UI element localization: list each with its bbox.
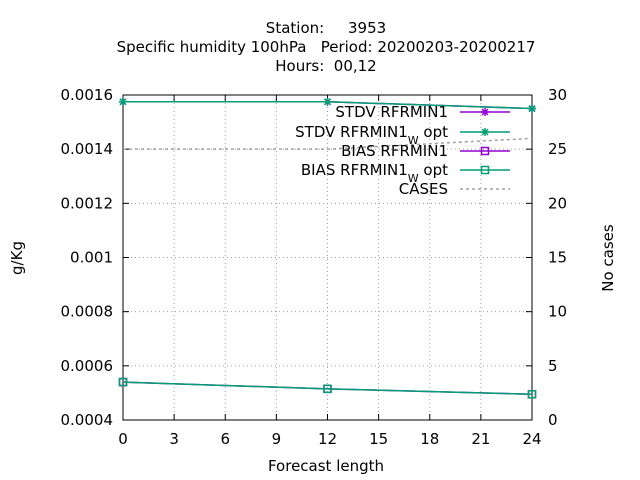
- series-layer: [118, 97, 537, 399]
- square-marker: [323, 384, 332, 394]
- square-marker: [480, 165, 490, 175]
- y2-tick-label: 10: [548, 303, 567, 321]
- chart-title-line-1: Station: 3953: [266, 19, 386, 37]
- square-marker: [118, 377, 128, 387]
- y-tick-label: 0.001: [70, 249, 113, 267]
- series-line-3: [122, 381, 533, 396]
- y2-tick-label: 20: [548, 194, 567, 212]
- legend-label-2: BIAS RFRMIN1: [341, 142, 448, 160]
- x-axis-label: Forecast length: [268, 457, 384, 475]
- x-tick-label: 15: [369, 430, 388, 448]
- y-tick-label: 0.0008: [61, 303, 114, 321]
- x-tick-label: 6: [220, 430, 230, 448]
- legend-label-0: STDV RFRMIN1: [335, 103, 448, 121]
- x-tick-label: 9: [272, 430, 282, 448]
- square-marker: [480, 146, 490, 156]
- y-tick-label: 0.0006: [61, 357, 114, 375]
- y2-tick-label: 30: [548, 86, 567, 104]
- star-marker: [481, 108, 489, 116]
- x-tick-label: 12: [318, 430, 337, 448]
- x-tick-label: 3: [169, 430, 179, 448]
- x-tick-label: 24: [522, 430, 541, 448]
- star-marker: [481, 128, 489, 136]
- x-tick-label: 18: [420, 430, 439, 448]
- y2-tick-label: 5: [548, 357, 558, 375]
- x-tick-label: 0: [118, 430, 128, 448]
- y-axis-label: g/Kg: [8, 241, 26, 275]
- star-marker: [119, 97, 127, 106]
- x-tick-label: 21: [471, 430, 490, 448]
- chart-title-line-3: Hours: 00,12: [275, 57, 376, 75]
- y-tick-label: 0.0004: [61, 411, 114, 429]
- square-marker: [527, 390, 537, 399]
- y-tick-label: 0.0014: [61, 140, 114, 158]
- y2-tick-label: 25: [548, 140, 567, 158]
- y-tick-label: 0.0016: [61, 86, 114, 104]
- axis-ticks: 0 3 6 9 12 15 18 21 24 0.0004 0.0006 0.0008 0.001 0.0…: [61, 86, 568, 448]
- grid: [123, 95, 532, 420]
- star-marker: [528, 104, 536, 113]
- star-marker: [323, 97, 332, 106]
- legend-label-4: CASES: [399, 180, 448, 198]
- y2-tick-label: 15: [548, 249, 567, 267]
- y-tick-label: 0.0012: [61, 194, 114, 212]
- y2-axis-label: No cases: [599, 224, 617, 292]
- series-line-4: [123, 137, 533, 150]
- y2-tick-label: 0: [548, 411, 558, 429]
- chart-title-line-2: Specific humidity 100hPa Period: 2020020…: [117, 38, 536, 56]
